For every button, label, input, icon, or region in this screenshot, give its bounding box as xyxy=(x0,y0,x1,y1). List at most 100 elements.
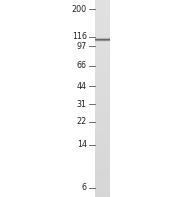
Bar xyxy=(95,59,110,61)
Bar xyxy=(95,164,110,166)
Bar xyxy=(95,138,110,139)
Bar xyxy=(95,51,110,53)
Bar xyxy=(95,20,110,21)
Bar xyxy=(95,115,110,117)
Bar xyxy=(95,187,110,189)
Bar xyxy=(95,95,110,97)
Text: 6: 6 xyxy=(82,183,87,192)
Bar xyxy=(95,54,110,56)
Bar xyxy=(95,189,110,190)
Bar xyxy=(95,79,110,80)
Bar xyxy=(95,103,110,105)
Bar xyxy=(95,7,110,8)
Bar xyxy=(95,125,110,126)
Bar xyxy=(95,77,110,79)
Bar xyxy=(95,192,110,194)
Bar xyxy=(95,186,110,187)
Bar xyxy=(95,154,110,156)
Bar xyxy=(95,123,110,125)
Bar xyxy=(95,48,110,49)
Bar xyxy=(95,97,110,98)
Bar xyxy=(95,25,110,26)
Text: 66: 66 xyxy=(77,61,87,70)
Bar xyxy=(95,195,110,197)
Bar xyxy=(95,171,110,172)
Text: 31: 31 xyxy=(77,100,87,109)
Bar xyxy=(95,0,110,2)
Bar xyxy=(95,56,110,58)
Bar xyxy=(95,143,110,144)
Bar xyxy=(95,82,110,84)
Bar xyxy=(95,176,110,177)
Bar xyxy=(95,144,110,146)
Bar xyxy=(95,38,110,39)
Text: 116: 116 xyxy=(72,33,87,42)
Bar xyxy=(95,156,110,158)
Bar xyxy=(95,98,110,100)
Bar xyxy=(95,67,110,69)
Bar xyxy=(95,135,110,136)
Bar xyxy=(95,89,110,90)
Bar xyxy=(95,110,110,112)
Bar xyxy=(95,75,110,77)
Bar xyxy=(95,62,110,64)
Bar xyxy=(95,8,110,10)
Bar xyxy=(95,133,110,135)
Bar xyxy=(95,92,110,94)
Bar xyxy=(95,172,110,174)
Bar xyxy=(95,85,110,87)
Bar xyxy=(95,122,110,123)
Bar xyxy=(95,131,110,133)
Bar xyxy=(95,94,110,95)
Bar xyxy=(95,100,110,102)
Bar xyxy=(95,41,110,43)
Bar xyxy=(95,61,110,62)
Bar xyxy=(95,36,110,38)
Bar xyxy=(95,53,110,54)
Bar xyxy=(95,179,110,181)
Bar xyxy=(95,3,110,5)
Bar xyxy=(95,105,110,107)
Bar xyxy=(95,112,110,113)
Bar xyxy=(95,11,110,13)
Bar xyxy=(95,102,110,103)
Bar xyxy=(95,18,110,20)
Bar xyxy=(95,34,110,36)
Bar xyxy=(95,113,110,115)
Text: 44: 44 xyxy=(77,82,87,91)
Bar xyxy=(95,158,110,159)
Bar xyxy=(95,71,110,72)
Bar xyxy=(95,44,110,46)
Bar xyxy=(95,49,110,51)
Bar xyxy=(95,146,110,148)
Bar xyxy=(95,153,110,154)
Text: 14: 14 xyxy=(77,140,87,149)
Bar xyxy=(95,31,110,33)
Bar xyxy=(95,159,110,161)
Text: 200: 200 xyxy=(72,5,87,14)
Bar xyxy=(95,194,110,195)
Bar xyxy=(95,174,110,176)
Bar xyxy=(95,15,110,16)
Bar xyxy=(95,161,110,163)
Bar xyxy=(95,69,110,71)
Bar xyxy=(95,21,110,23)
Bar xyxy=(95,166,110,167)
Bar xyxy=(95,190,110,192)
Bar xyxy=(95,126,110,128)
Bar xyxy=(95,118,110,120)
Bar xyxy=(95,117,110,118)
Bar xyxy=(95,139,110,141)
Bar xyxy=(95,5,110,7)
Bar xyxy=(95,163,110,164)
Bar xyxy=(95,184,110,186)
Bar xyxy=(95,181,110,182)
Bar xyxy=(95,58,110,59)
Bar xyxy=(95,141,110,143)
Bar xyxy=(95,16,110,18)
Text: 97: 97 xyxy=(76,42,87,51)
Bar xyxy=(95,169,110,171)
Bar xyxy=(95,148,110,149)
Bar xyxy=(95,30,110,31)
Bar xyxy=(95,23,110,25)
